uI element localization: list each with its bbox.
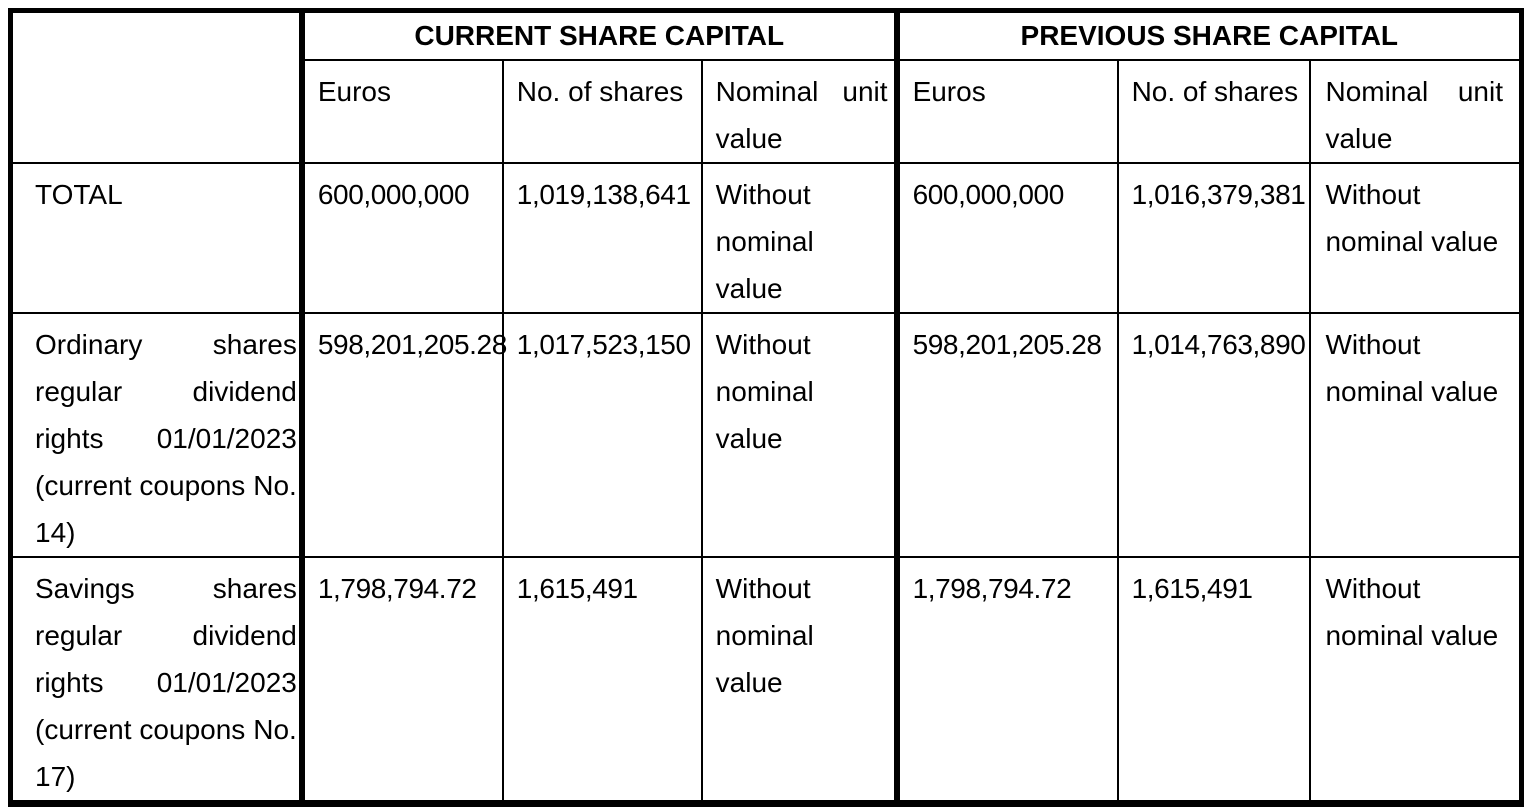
- ordinary-current-shares: 1,017,523,150: [501, 312, 703, 558]
- column-header-previous-euros: Euros: [895, 59, 1119, 164]
- column-header-current-nominal: Nominal unit value: [700, 59, 900, 164]
- group-header-current: CURRENT SHARE CAPITAL: [300, 9, 900, 61]
- row-label-savings-shares: Savings shares regular dividend rights 0…: [9, 556, 305, 805]
- total-current-nominal: Without nominal value: [700, 162, 900, 314]
- savings-previous-nominal: Without nominal value: [1309, 556, 1523, 805]
- savings-previous-shares: 1,615,491: [1116, 556, 1312, 805]
- ordinary-current-nominal: Without nominal value: [700, 312, 900, 558]
- group-header-previous: PREVIOUS SHARE CAPITAL: [895, 9, 1523, 61]
- document-page: CURRENT SHARE CAPITAL PREVIOUS SHARE CAP…: [8, 8, 1524, 807]
- column-header-current-shares: No. of shares: [501, 59, 703, 164]
- column-header-current-euros: Euros: [300, 59, 504, 164]
- group-header-row: CURRENT SHARE CAPITAL PREVIOUS SHARE CAP…: [9, 9, 1523, 164]
- ordinary-previous-nominal: Without nominal value: [1309, 312, 1523, 558]
- ordinary-previous-shares: 1,014,763,890: [1116, 312, 1312, 558]
- savings-current-nominal: Without nominal value: [700, 556, 900, 805]
- column-header-row: Euros No. of shares Nominal unit value E…: [11, 59, 1523, 164]
- table-row-savings-shares: Savings shares regular dividend rights 0…: [9, 556, 1523, 805]
- row-label-total: TOTAL: [9, 162, 305, 314]
- corner-cell: [9, 9, 305, 164]
- total-previous-euros: 600,000,000: [895, 162, 1119, 314]
- total-current-euros: 600,000,000: [300, 162, 504, 314]
- total-previous-shares: 1,016,379,381: [1116, 162, 1312, 314]
- column-header-previous-nominal: Nominal unit value: [1309, 59, 1523, 164]
- column-header-previous-shares: No. of shares: [1116, 59, 1312, 164]
- table-row-ordinary-shares: Ordinary shares regular dividend rights …: [9, 312, 1523, 558]
- total-current-shares: 1,019,138,641: [501, 162, 703, 314]
- share-capital-table: CURRENT SHARE CAPITAL PREVIOUS SHARE CAP…: [8, 8, 1524, 807]
- table-row-total: TOTAL 600,000,000 1,019,138,641 Without …: [9, 162, 1523, 314]
- savings-current-euros: 1,798,794.72: [300, 556, 504, 805]
- ordinary-previous-euros: 598,201,205.28: [895, 312, 1119, 558]
- savings-previous-euros: 1,798,794.72: [895, 556, 1119, 805]
- row-label-ordinary-shares: Ordinary shares regular dividend rights …: [9, 312, 305, 558]
- savings-current-shares: 1,615,491: [501, 556, 703, 805]
- total-previous-nominal: Without nominal value: [1309, 162, 1523, 314]
- ordinary-current-euros: 598,201,205.28: [300, 312, 507, 558]
